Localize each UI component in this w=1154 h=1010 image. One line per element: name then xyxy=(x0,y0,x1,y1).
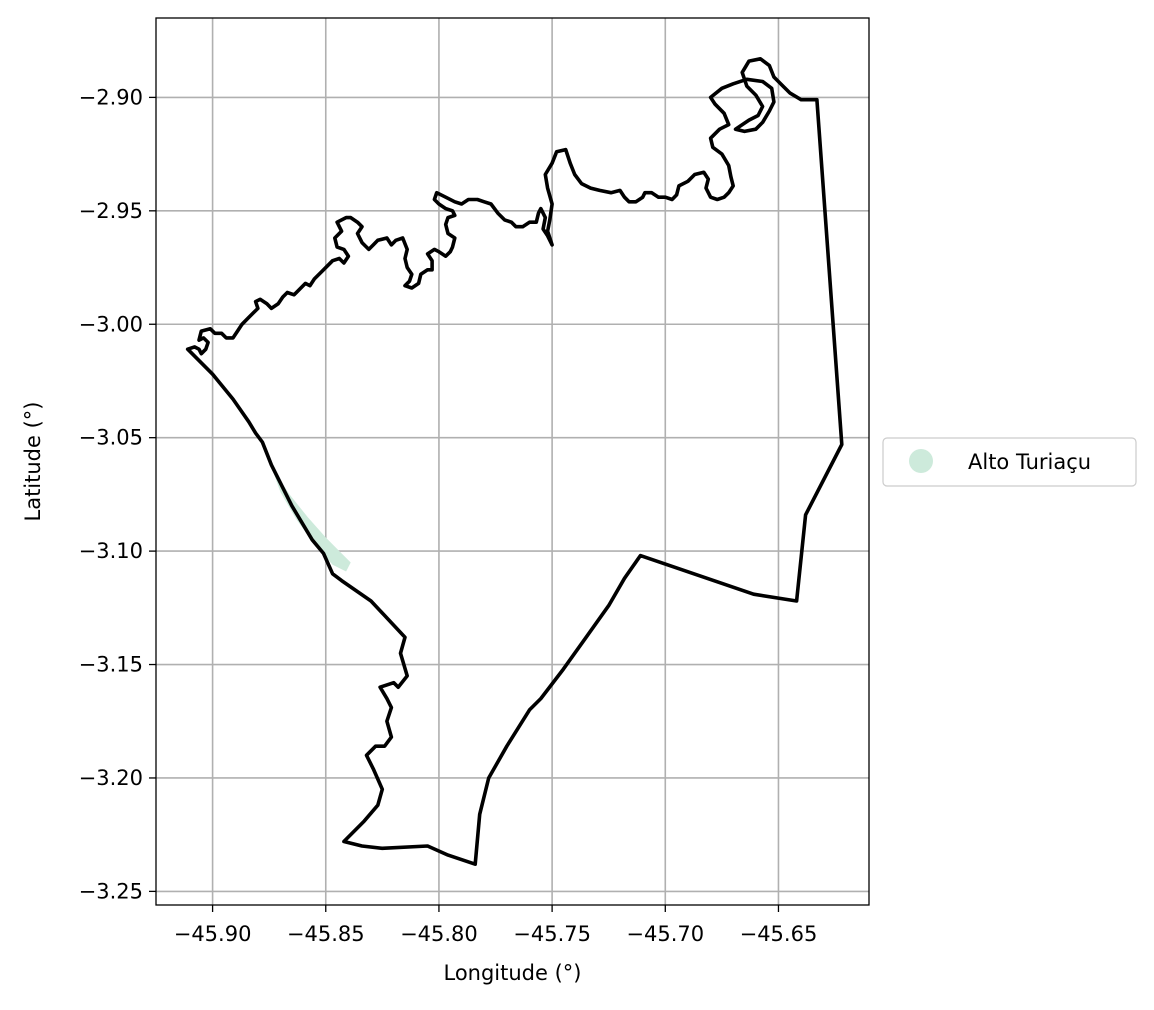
municipal-boundary xyxy=(185,56,844,867)
map-layers xyxy=(185,56,844,867)
y-axis-label: Latitude (°) xyxy=(21,402,45,522)
y-tick-label: −3.20 xyxy=(79,766,143,790)
x-axis-label: Longitude (°) xyxy=(443,961,581,985)
x-tick-label: −45.70 xyxy=(626,922,704,946)
x-tick-label: −45.80 xyxy=(400,922,478,946)
axes-frame xyxy=(155,17,870,906)
y-tick-label: −3.05 xyxy=(79,426,143,450)
x-tick-label: −45.90 xyxy=(174,922,252,946)
y-tick-label: −3.00 xyxy=(79,312,143,336)
legend-frame xyxy=(882,437,1137,487)
legend-marker xyxy=(909,449,933,473)
x-tick-label: −45.65 xyxy=(740,922,818,946)
axis-ticks: −45.90 −45.85 −45.80 −45.75 −45.70 −45.65 −2.9… xyxy=(79,85,818,946)
y-tick-label: −2.95 xyxy=(79,199,143,223)
grid-lines xyxy=(156,18,869,905)
y-tick-label: −3.15 xyxy=(79,653,143,677)
y-tick-label: −2.90 xyxy=(79,85,143,109)
x-tick-label: −45.85 xyxy=(287,922,365,946)
x-tick-label: −45.75 xyxy=(513,922,591,946)
y-tick-label: −3.10 xyxy=(79,539,143,563)
legend-label: Alto Turiaçu xyxy=(968,450,1091,474)
legend: Alto Turiaçu xyxy=(882,437,1137,487)
y-tick-label: −3.25 xyxy=(79,879,143,903)
alto-turiacu-region xyxy=(271,467,351,572)
